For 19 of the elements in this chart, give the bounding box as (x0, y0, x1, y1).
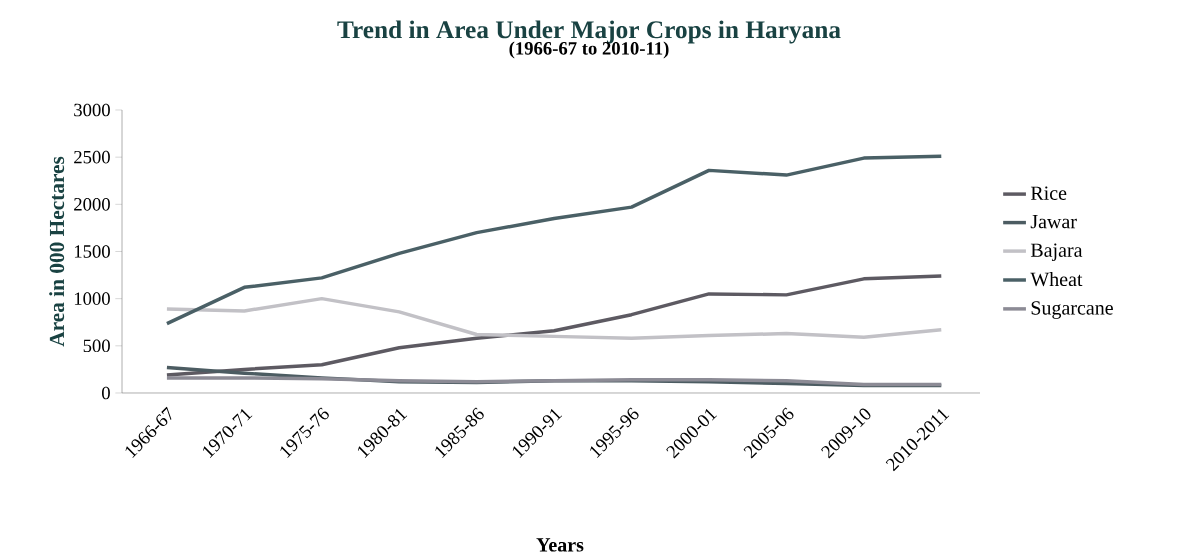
legend-label: Jawar (1030, 215, 1077, 229)
y-axis-title: Area in 000 Hectares (49, 156, 65, 347)
legend-label: Wheat (1030, 272, 1083, 287)
line-series (165, 296, 944, 341)
legend-label: Rice (1030, 186, 1067, 200)
y-tick-label: 2500 (74, 150, 110, 164)
line-series (165, 154, 944, 326)
y-tick-label: 0 (102, 386, 110, 400)
y-tick-label: 500 (83, 339, 110, 353)
y-tick-label: 2000 (74, 198, 110, 211)
legend-label: Sugarcane (1031, 301, 1113, 319)
x-axis-title: Years (536, 538, 584, 552)
chart-subtitle: (1966-67 to 2010-11) (509, 41, 669, 59)
legend-label: Bajara (1030, 243, 1083, 261)
line-series (165, 274, 944, 377)
y-tick-label: 1500 (74, 245, 110, 258)
y-tick-label: 1000 (74, 292, 110, 305)
line-series (165, 376, 944, 387)
y-tick-label: 3000 (74, 103, 110, 117)
